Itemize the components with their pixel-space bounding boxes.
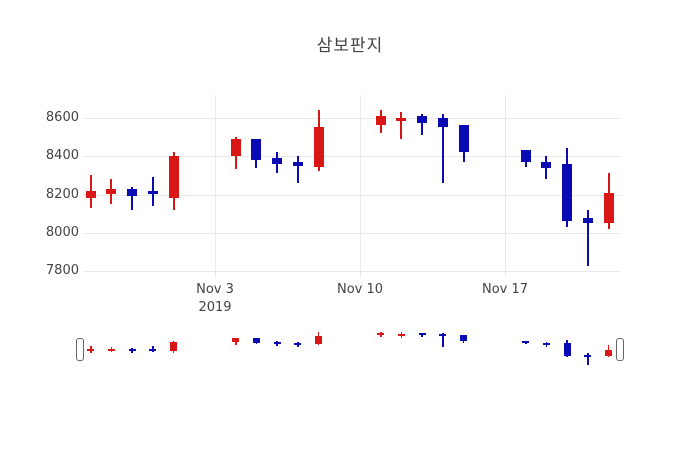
mini-candle-body [252,338,260,343]
mini-candle-body [87,349,95,352]
candle-body [375,115,386,126]
mini-candle-body [128,348,136,351]
y-axis-tick-label: 7800 [45,263,79,279]
mini-candle-wick [442,332,444,348]
candle-wick [586,209,589,266]
gridline-horizontal [83,232,621,234]
x-axis-tick-label: Nov 17 [450,281,560,299]
gridline-vertical [360,95,361,277]
mini-candle-body [418,333,426,336]
mini-candle-body [460,335,468,341]
gridline-vertical [215,95,216,277]
gridline-vertical [505,95,506,277]
candle-body [417,115,428,124]
candle-body [603,192,614,224]
mini-candle-wick [131,348,133,354]
candle-body [251,138,262,160]
candle-body [562,163,573,222]
chart-title: 삼보판지 [316,36,384,56]
mini-candle-body [107,348,115,351]
rangeslider-handle-right[interactable] [616,338,624,361]
gridline-horizontal [83,117,621,119]
candle-body [127,188,138,197]
mini-candle-body [397,333,405,336]
mini-candle-body [315,335,323,345]
candle-body [582,217,593,224]
candle-wick [421,113,424,135]
candle-wick [400,111,403,139]
x-axis-tick-label: Nov 3 2019 [160,281,270,317]
y-axis-tick-label: 8000 [45,224,79,240]
gridline-horizontal [83,194,621,196]
x-axis-tick-line: Nov 17 [481,282,529,297]
mini-candle-body [294,343,302,345]
candle-wick [441,113,444,183]
candle-body [230,138,241,156]
x-axis-tick-line: Nov 3 [196,282,234,297]
y-axis-tick-label: 8600 [45,109,79,125]
candle-body [85,190,96,199]
y-axis-tick-label: 8200 [45,186,79,202]
candle-body [541,161,552,168]
mini-candle-body [522,340,530,343]
mini-candle-body [584,354,592,357]
mini-candle-body [605,349,613,356]
mini-candle-body [232,338,240,342]
candle-body [520,150,531,162]
candle-body [147,190,158,195]
mini-candle-wick [587,353,589,365]
rangeslider-handle-left[interactable] [76,338,84,361]
gridline-horizontal [83,271,621,273]
candle-body [292,161,303,166]
x-axis-tick-label: Nov 10 [305,281,415,299]
mini-candle-body [170,341,178,351]
candle-body [106,188,117,195]
y-axis-tick-label: 8400 [45,148,79,163]
mini-candle-body [439,333,447,336]
candle-wick [131,186,134,210]
x-axis-tick-line: Nov 10 [336,282,384,297]
mini-candle-body [377,333,385,336]
candle-body [272,157,283,164]
candle-body [437,117,448,128]
candle-body [458,125,469,153]
candle-body [168,156,179,199]
candle-body [313,127,324,168]
mini-candle-body [563,343,571,356]
candle-body [396,117,407,122]
mini-candle-body [273,342,281,345]
gridline-horizontal [83,156,621,157]
x-axis-tick-line: 2019 [198,300,232,315]
candle-wick [296,156,299,183]
mini-candle-body [149,349,157,352]
mini-candle-body [542,343,550,345]
